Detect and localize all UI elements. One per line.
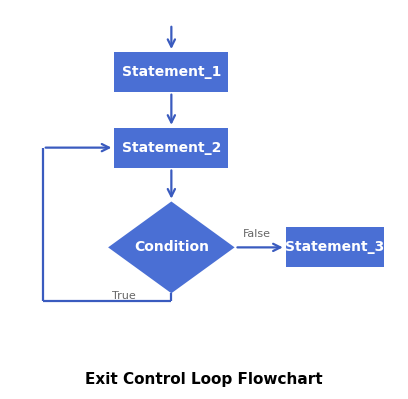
Text: Exit Control Loop Flowchart: Exit Control Loop Flowchart [85, 371, 323, 387]
FancyBboxPatch shape [114, 128, 228, 168]
Polygon shape [108, 201, 235, 293]
Text: Statement_2: Statement_2 [122, 140, 221, 155]
Text: Statement_3: Statement_3 [285, 240, 384, 255]
Text: Condition: Condition [134, 240, 209, 255]
Text: Statement_1: Statement_1 [122, 65, 221, 79]
FancyBboxPatch shape [114, 52, 228, 92]
Text: False: False [243, 229, 271, 239]
FancyBboxPatch shape [286, 227, 384, 267]
Text: True: True [112, 291, 136, 301]
